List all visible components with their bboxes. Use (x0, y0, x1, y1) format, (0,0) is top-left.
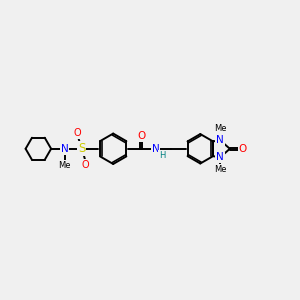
Text: Me: Me (58, 161, 71, 170)
Text: N: N (61, 144, 68, 154)
Text: Me: Me (214, 165, 226, 174)
Text: N: N (216, 152, 224, 162)
Text: N: N (152, 144, 159, 154)
Text: Me: Me (214, 124, 226, 133)
Text: N: N (216, 135, 224, 145)
Text: O: O (82, 160, 89, 170)
Text: O: O (137, 131, 145, 141)
Text: O: O (238, 144, 247, 154)
Text: H: H (159, 151, 166, 160)
Text: S: S (78, 142, 85, 155)
Text: O: O (74, 128, 81, 138)
